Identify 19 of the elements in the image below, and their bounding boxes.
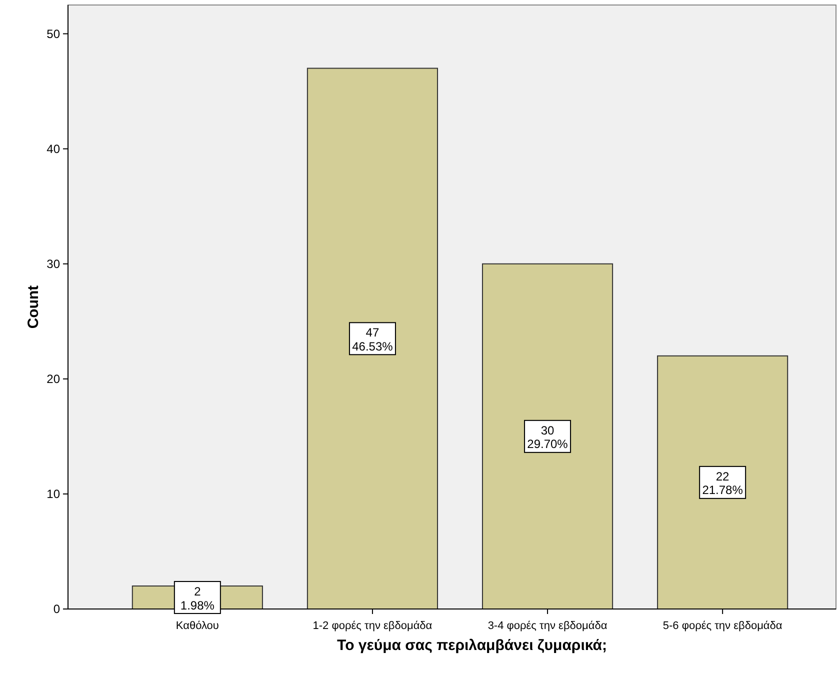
bar bbox=[657, 355, 788, 610]
y-tick-label: 0 bbox=[53, 602, 60, 616]
data-label: 30 29.70% bbox=[527, 423, 568, 452]
bar bbox=[306, 68, 438, 610]
y-tick-label: 30 bbox=[46, 257, 60, 272]
y-tick-label: 40 bbox=[46, 142, 60, 156]
x-axis-title: Το γεύμα σας περιλαμβάνει ζυμαρικά; bbox=[337, 637, 607, 654]
x-tick-label: 1-2 φορές την εβδομάδα bbox=[312, 620, 433, 632]
x-tick-label: 5-6 φορές την εβδομάδα bbox=[662, 620, 783, 632]
x-tick-label: 3-4 φορές την εβδομάδα bbox=[488, 620, 608, 632]
y-tick-label: 10 bbox=[46, 487, 60, 502]
x-tick-label: Καθόλου bbox=[176, 620, 219, 632]
data-label: 22 21.78% bbox=[702, 469, 744, 498]
data-label: 47 46.53% bbox=[352, 326, 394, 354]
y-axis-title: Count bbox=[25, 285, 42, 329]
bar bbox=[482, 263, 614, 610]
y-tick-label: 20 bbox=[46, 372, 60, 386]
y-tick-label: 50 bbox=[46, 26, 60, 41]
data-label: 2 1.98% bbox=[180, 584, 215, 612]
